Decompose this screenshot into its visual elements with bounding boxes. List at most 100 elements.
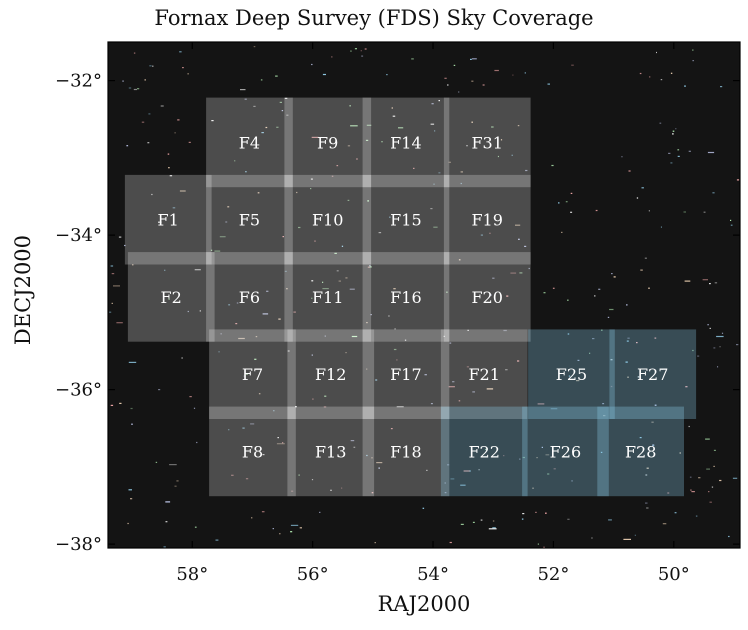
star xyxy=(709,283,711,285)
star xyxy=(517,125,520,127)
field-label-f6: F6 xyxy=(239,288,260,307)
star xyxy=(347,199,350,201)
star xyxy=(677,149,680,151)
field-label-f20: F20 xyxy=(471,288,502,307)
field-label-f13: F13 xyxy=(315,442,346,461)
star xyxy=(685,386,688,388)
field-tile-f20 xyxy=(443,252,531,342)
star xyxy=(122,80,124,82)
star xyxy=(312,398,314,400)
star xyxy=(179,190,186,192)
star xyxy=(128,489,132,491)
field-tile-f13 xyxy=(287,406,375,497)
x-tick-label: 58° xyxy=(176,564,208,585)
field-tile-f9 xyxy=(284,97,372,188)
star xyxy=(366,322,368,324)
star xyxy=(728,535,730,538)
star xyxy=(158,389,161,391)
star xyxy=(434,130,436,132)
field-tile-f17 xyxy=(362,329,450,419)
star xyxy=(155,461,158,463)
star xyxy=(234,160,236,162)
star xyxy=(646,507,649,509)
star xyxy=(637,376,640,378)
star xyxy=(378,467,380,469)
star xyxy=(552,287,555,289)
star xyxy=(141,121,145,123)
field-label-f16: F16 xyxy=(390,288,421,307)
star xyxy=(169,175,173,177)
star xyxy=(341,487,343,489)
field-label-f19: F19 xyxy=(471,211,502,230)
star xyxy=(660,226,662,228)
star xyxy=(670,162,673,164)
star xyxy=(470,58,472,60)
star xyxy=(532,487,534,489)
star xyxy=(446,291,448,293)
star xyxy=(293,311,296,313)
star xyxy=(235,323,238,325)
star xyxy=(179,51,182,53)
star xyxy=(137,88,140,90)
field-label-f18: F18 xyxy=(390,442,421,461)
y-tick-label: −34° xyxy=(55,225,102,246)
star xyxy=(242,427,245,429)
field-tile-f22 xyxy=(440,406,528,497)
star xyxy=(296,191,298,194)
star xyxy=(712,192,715,194)
star xyxy=(187,73,189,75)
star xyxy=(541,446,543,448)
star xyxy=(463,470,471,472)
star xyxy=(550,408,558,410)
star xyxy=(659,122,662,124)
star xyxy=(298,474,300,476)
star xyxy=(450,478,455,480)
star xyxy=(151,193,153,196)
star xyxy=(236,302,239,304)
star xyxy=(471,121,473,123)
star xyxy=(431,103,434,105)
star xyxy=(158,221,162,223)
star xyxy=(311,479,314,481)
star xyxy=(284,97,288,99)
star xyxy=(553,468,556,470)
star xyxy=(194,526,197,528)
field-label-f2: F2 xyxy=(161,288,182,307)
star xyxy=(375,379,378,381)
field-tile-f19 xyxy=(443,174,531,265)
star xyxy=(570,192,573,194)
star xyxy=(609,308,614,311)
star xyxy=(565,201,568,203)
x-tick-label: 56° xyxy=(297,564,329,585)
star xyxy=(667,492,670,494)
star xyxy=(707,151,715,154)
star xyxy=(378,232,382,234)
star xyxy=(488,528,497,530)
star xyxy=(369,266,372,268)
star xyxy=(366,454,368,457)
star xyxy=(130,498,133,500)
star xyxy=(626,340,629,342)
star xyxy=(214,250,221,252)
field-tile-f16 xyxy=(362,252,450,342)
star xyxy=(492,520,495,522)
star xyxy=(381,141,383,143)
star xyxy=(238,337,245,340)
star xyxy=(261,511,265,513)
star xyxy=(486,388,494,390)
star xyxy=(713,465,715,467)
star xyxy=(422,507,425,509)
field-tile-f25 xyxy=(528,329,615,419)
star xyxy=(608,519,612,521)
star xyxy=(458,259,461,261)
star xyxy=(259,451,261,453)
star xyxy=(168,298,170,300)
star xyxy=(147,142,150,144)
star xyxy=(110,404,114,406)
star xyxy=(567,299,569,301)
star xyxy=(438,172,441,174)
star xyxy=(568,375,571,377)
star xyxy=(189,396,192,398)
star xyxy=(472,391,475,393)
